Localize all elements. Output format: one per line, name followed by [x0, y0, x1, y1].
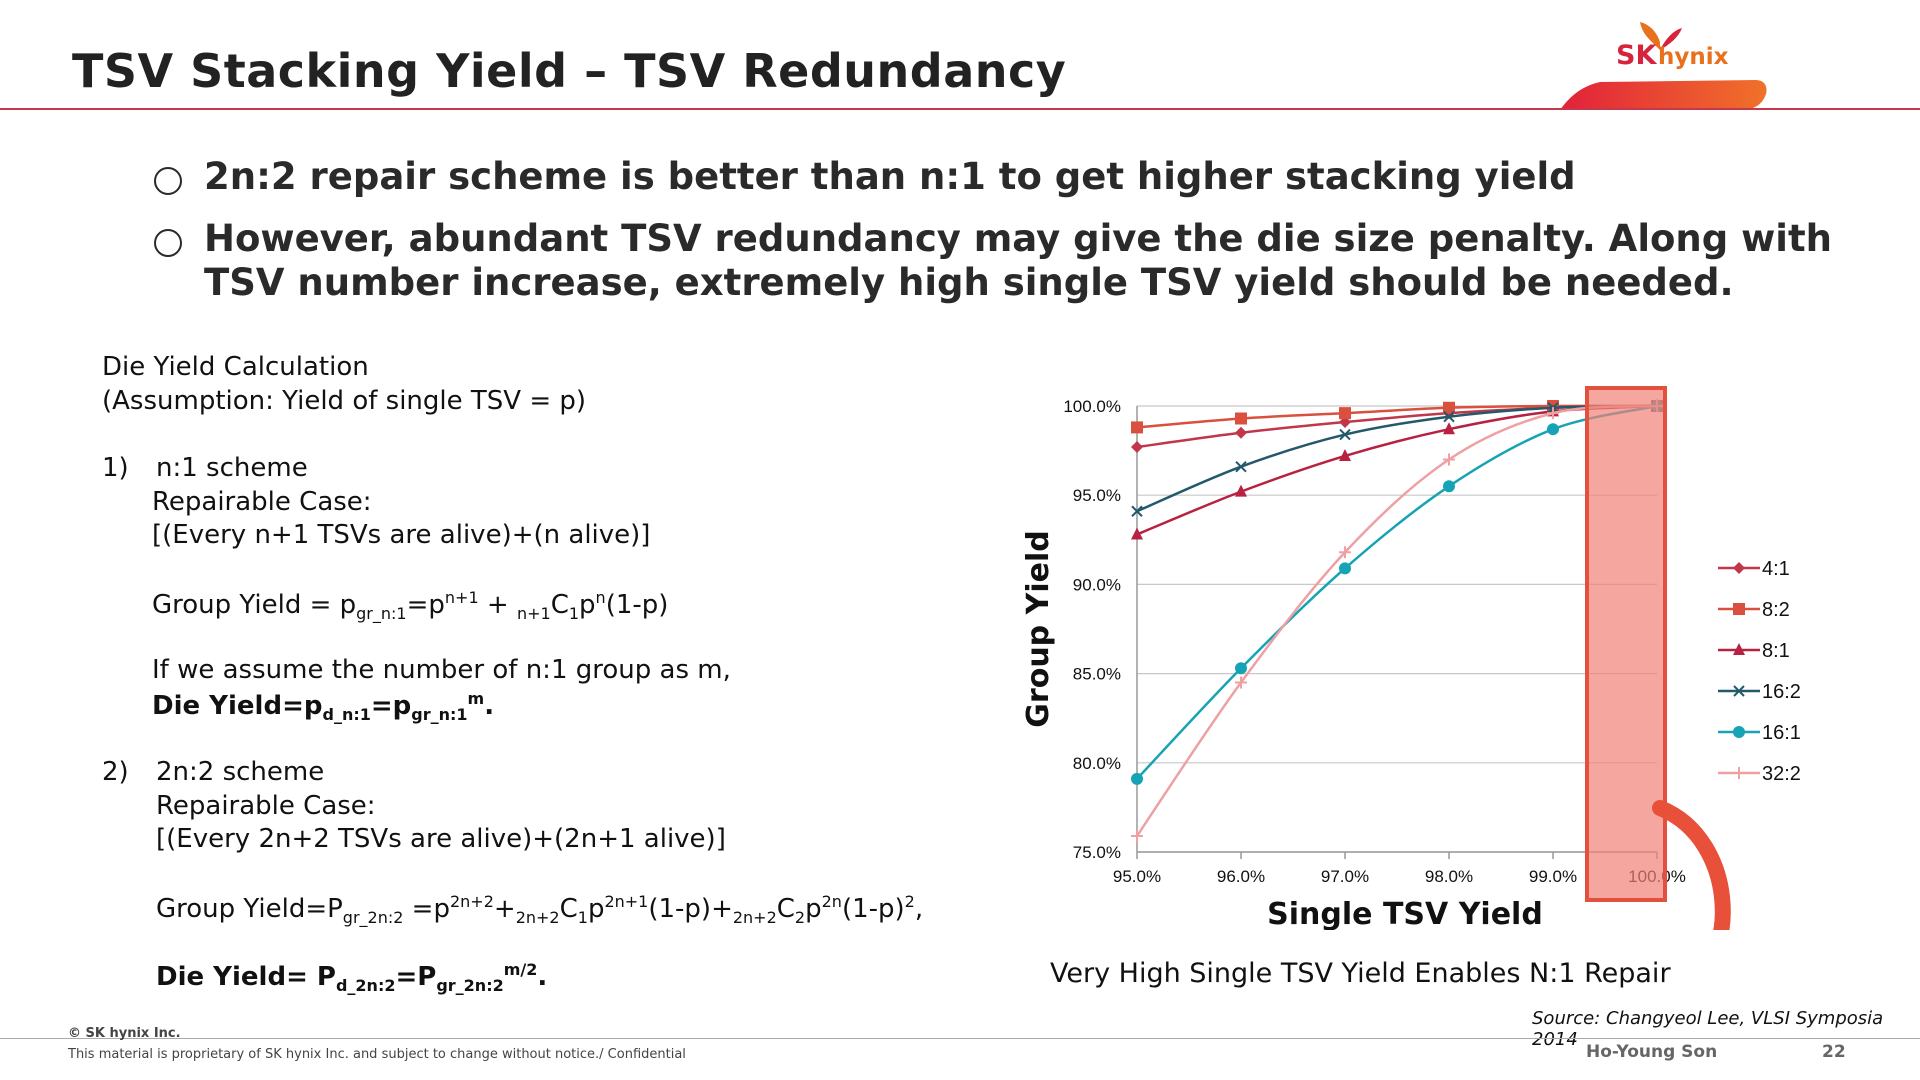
legend-marker	[1733, 685, 1745, 697]
slide-title: TSV Stacking Yield – TSV Redundancy	[72, 44, 1067, 98]
bullet-text: 2n:2 repair scheme is better than n:1 to…	[204, 155, 1576, 198]
data-point-8-2	[1339, 407, 1351, 420]
y-tick-label: 90.0%	[1073, 575, 1121, 594]
formula-label: Group Yield=P	[156, 894, 343, 924]
data-point-16-2	[1131, 505, 1143, 517]
footer-divider	[0, 1038, 1920, 1039]
x-tick-label: 99.0%	[1529, 867, 1577, 886]
series-line-16-1	[1136, 404, 1658, 780]
data-point-8-1	[1131, 527, 1143, 540]
butterfly-logo-icon	[1640, 22, 1682, 50]
data-point-4-1	[1235, 426, 1247, 439]
hollow-circle-bullet-icon	[154, 167, 182, 195]
data-point-32-2	[1443, 453, 1455, 466]
scheme-2-number: 2)	[102, 757, 129, 787]
sk-hynix-logo: SK hynix	[1616, 22, 1729, 80]
formula-label: Group Yield = p	[152, 590, 357, 620]
footer-author: Ho-Young Son	[1586, 1042, 1718, 1062]
hollow-circle-bullet-icon	[154, 229, 182, 257]
scheme-1-case-desc: [(Every n+1 TSVs are alive)+(n alive)]	[152, 520, 651, 550]
scheme-2-case-label: Repairable Case:	[156, 791, 376, 821]
data-point-32-2	[1339, 546, 1351, 559]
group-yield-chart-svg: 100.0% 95.0% 90.0% 85.0% 80.0% 75.0% 95.0% 96.0…	[1021, 386, 1801, 930]
legend-marker	[1733, 726, 1745, 738]
scheme-1-group-yield-formula: Group Yield = pgr_n:1=pn+1 + n+1C1pn(1-p…	[152, 588, 669, 623]
data-point-8-1	[1339, 448, 1351, 461]
bullet-text: However, abundant TSV redundancy may giv…	[204, 217, 1833, 304]
scheme-1-m-line: If we assume the number of n:1 group as …	[152, 655, 731, 685]
data-point-16-2	[1443, 410, 1455, 423]
legend-marker	[1733, 643, 1745, 655]
data-point-16-1	[1339, 562, 1351, 575]
scheme-2-die-yield-formula: Die Yield= Pd_2n:2=Pgr_2n:2m/2.	[156, 960, 548, 995]
legend-label: 8:1	[1762, 640, 1790, 662]
legend-marker	[1733, 603, 1745, 615]
scheme-2-case-desc: [(Every 2n+2 TSVs are alive)+(2n+1 alive…	[156, 824, 726, 854]
curved-arrow-icon	[1652, 800, 1731, 930]
scheme-1-die-yield-formula: Die Yield=pd_n:1=pgr_n:1m.	[152, 689, 495, 724]
y-tick-label: 80.0%	[1073, 754, 1121, 773]
calc-assumption: (Assumption: Yield of single TSV = p)	[102, 386, 587, 416]
data-point-16-1	[1131, 772, 1143, 785]
x-tick-label: 95.0%	[1113, 867, 1161, 886]
x-tick-label: 98.0%	[1425, 867, 1473, 886]
highlight-box	[1585, 386, 1667, 902]
x-tick-label: 97.0%	[1321, 867, 1369, 886]
series-line-16-2	[1136, 404, 1658, 513]
legend-label: 16:2	[1762, 681, 1801, 703]
page-number: 22	[1822, 1042, 1846, 1062]
data-point-32-2	[1131, 829, 1143, 842]
source-citation: Source: Changyeol Lee, VLSI Symposia 201…	[1532, 1008, 1884, 1050]
scheme-2-title: 2n:2 scheme	[156, 757, 325, 787]
legend-label: 16:1	[1762, 722, 1801, 744]
x-axis-title: Single TSV Yield	[1267, 897, 1543, 930]
legend-label: 32:2	[1762, 763, 1801, 785]
group-yield-chart: 100.0% 95.0% 90.0% 85.0% 80.0% 75.0% 95.0% 96.0…	[1000, 370, 1900, 930]
data-point-32-2	[1547, 407, 1559, 420]
legend-marker	[1733, 562, 1745, 574]
data-point-16-1	[1235, 662, 1247, 675]
data-point-8-2	[1235, 412, 1247, 425]
footer-proprietary-notice: This material is proprietary of SK hynix…	[68, 1047, 686, 1062]
y-tick-label: 85.0%	[1073, 665, 1121, 684]
footer-copyright: © SK hynix Inc.	[68, 1026, 181, 1041]
scheme-2-group-yield-formula: Group Yield=Pgr_2n:2 =p2n+2+2n+2C1p2n+1(…	[156, 892, 924, 927]
chart-caption: Very High Single TSV Yield Enables N:1 R…	[1050, 958, 1671, 989]
data-point-8-1	[1235, 484, 1247, 497]
y-tick-label: 95.0%	[1073, 486, 1121, 505]
data-point-16-2	[1235, 460, 1247, 473]
bullet-item: However, abundant TSV redundancy may giv…	[150, 217, 1850, 305]
data-point-8-2	[1131, 421, 1143, 434]
legend-marker	[1733, 767, 1745, 779]
calc-heading: Die Yield Calculation	[102, 352, 369, 382]
data-point-8-1	[1443, 422, 1455, 435]
data-point-32-2	[1235, 676, 1247, 689]
y-axis-title: Group Yield	[1021, 530, 1056, 727]
data-point-16-2	[1339, 428, 1351, 441]
legend-label: 8:2	[1762, 599, 1790, 621]
y-tick-label: 100.0%	[1063, 397, 1121, 416]
header-swoosh-decoration	[1560, 80, 1767, 110]
title-divider	[0, 108, 1920, 110]
data-point-16-1	[1547, 423, 1559, 436]
scheme-1-number: 1)	[102, 453, 129, 483]
bullet-item: 2n:2 repair scheme is better than n:1 to…	[150, 155, 1850, 199]
y-tick-label: 75.0%	[1073, 843, 1121, 862]
scheme-1-title: n:1 scheme	[156, 453, 308, 483]
data-point-16-1	[1443, 480, 1455, 493]
x-tick-label: 96.0%	[1217, 867, 1265, 886]
logo-hynix-text: hynix	[1658, 44, 1729, 70]
series-line-32-2	[1135, 404, 1658, 837]
data-point-4-1	[1131, 441, 1143, 454]
legend-label: 4:1	[1762, 558, 1790, 580]
logo-sk-text: SK	[1616, 40, 1657, 71]
series-line-8-2	[1136, 404, 1658, 429]
bullet-list: 2n:2 repair scheme is better than n:1 to…	[150, 155, 1850, 323]
data-point-8-2	[1443, 401, 1455, 414]
scheme-1-case-label: Repairable Case:	[152, 487, 372, 517]
